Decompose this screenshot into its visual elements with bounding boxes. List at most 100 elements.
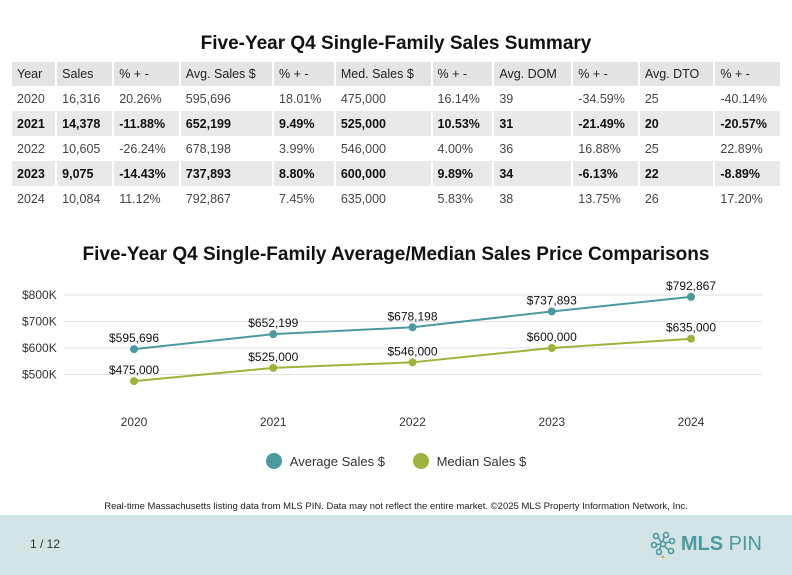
table-cell: 2022 <box>17 141 45 156</box>
table-cell: 39 <box>499 91 514 106</box>
table-header-row: Year Sales% + - Avg. Sales $% + - Med. Sale… <box>12 62 780 86</box>
mls-pin-logo[interactable]: MLS PIN <box>649 530 762 558</box>
data-label: $525,000 <box>248 350 298 364</box>
table-cell: 635,000 <box>340 191 387 206</box>
legend-item-average: Average Sales $ <box>265 453 385 469</box>
data-point <box>687 334 695 343</box>
column-header: Med. Sales $ <box>335 62 431 86</box>
column-header: Avg. Sales $ <box>180 62 273 86</box>
table-cell: 34 <box>494 161 572 186</box>
data-point <box>547 344 556 352</box>
table-cell: 18.01% <box>279 91 322 106</box>
table-cell: 546,000 <box>340 141 387 156</box>
table-row: 2020 16,316 20.26% 595,696 18.01% 475,000 16.1… <box>12 86 780 111</box>
data-label: $678,198 <box>387 309 437 323</box>
footer-bar: 1 / 12 MLS PIN <box>0 515 792 575</box>
summary-table-title: Five-Year Q4 Single-Family Sales Summary <box>200 33 592 54</box>
y-tick-label: $600K <box>22 341 57 355</box>
table-row: 2024 10,084 11.12% 792,867 7.45% 635,000 5.83%… <box>12 186 780 211</box>
y-tick-label: $500K <box>22 368 57 382</box>
table-cell: 16.14% <box>437 91 480 106</box>
table-cell: 10,084 <box>62 191 101 206</box>
x-tick-label: 2022 <box>399 415 426 429</box>
price-comparison-chart: $500K $600K $700K $800K 2020 2021 2022 2023 2024… <box>22 279 762 429</box>
table-cell: 2024 <box>17 191 45 206</box>
table-cell: 652,199 <box>180 111 273 136</box>
table-cell: 38 <box>499 191 514 206</box>
table-cell: 3.99% <box>279 141 315 156</box>
table-cell: 13.75% <box>578 191 621 206</box>
table-cell: 7.45% <box>279 191 315 206</box>
data-label: $792,867 <box>666 279 716 293</box>
table-cell: 737,893 <box>180 161 273 186</box>
legend-item-median: Median Sales $ <box>412 453 526 469</box>
data-label: $652,199 <box>248 316 298 330</box>
column-header: % + - <box>715 62 780 86</box>
table-cell: -34.59% <box>578 91 625 106</box>
table-cell: 4.00% <box>437 141 473 156</box>
column-header: % + - <box>114 62 179 86</box>
data-label: $475,000 <box>109 363 159 377</box>
table-cell: 26 <box>644 191 659 206</box>
table-row: 2021 14,378 -11.88% 652,199 9.49% 525,000 10.5… <box>12 111 780 136</box>
table-cell: 600,000 <box>335 161 431 186</box>
table-cell: 8.80% <box>274 161 334 186</box>
table-cell: 22.89% <box>720 141 763 156</box>
table-cell: 9.89% <box>432 161 493 186</box>
table-cell: 20 <box>639 111 714 136</box>
table-cell: 25 <box>644 141 659 156</box>
table-cell: 5.83% <box>437 191 473 206</box>
y-tick-label: $700K <box>22 315 57 329</box>
column-header: Year <box>12 62 56 86</box>
table-cell: -20.57% <box>715 111 780 136</box>
table-cell: 2021 <box>12 111 56 136</box>
table-cell: 17.20% <box>720 191 763 206</box>
data-label: $546,000 <box>387 344 437 358</box>
chart-legend: Average Sales $ Median Sales $ <box>0 453 792 472</box>
table-cell: 2023 <box>12 161 56 186</box>
column-header: Avg. DOM <box>494 62 572 86</box>
column-header: Sales <box>57 62 113 86</box>
column-header: % + - <box>432 62 493 86</box>
footnote: Real-time Massachusetts listing data fro… <box>104 501 688 512</box>
table-body: 2020 16,316 20.26% 595,696 18.01% 475,000 16.1… <box>12 86 780 211</box>
table-cell: -8.89% <box>715 161 780 186</box>
data-label: $595,696 <box>109 331 159 345</box>
data-point <box>130 377 138 386</box>
table-cell: 10,605 <box>62 141 101 156</box>
chart-title: Five-Year Q4 Single-Family Average/Media… <box>82 244 710 265</box>
table-cell: 2020 <box>17 91 45 106</box>
table-cell: 525,000 <box>335 111 431 136</box>
x-tick-label: 2023 <box>538 415 565 429</box>
table-cell: 595,696 <box>185 91 231 106</box>
table-cell: 792,867 <box>185 191 231 206</box>
data-label: $737,893 <box>527 293 577 307</box>
page-number: 1 / 12 <box>30 537 61 551</box>
x-tick-label: 2024 <box>678 415 705 429</box>
table-cell: 16,316 <box>62 91 101 106</box>
table-cell: 25 <box>644 91 659 106</box>
table-cell: 11.12% <box>119 191 161 206</box>
x-tick-label: 2021 <box>260 415 287 429</box>
table-cell: 22 <box>639 161 714 186</box>
table-cell: 16.88% <box>578 141 621 156</box>
table-cell: 10.53% <box>432 111 493 136</box>
table-cell: 678,198 <box>185 141 231 156</box>
legend-swatch-median <box>412 453 429 469</box>
table-cell: 475,000 <box>340 91 387 106</box>
column-header: Avg. DTO <box>639 62 714 86</box>
table-cell: 14,378 <box>57 111 113 136</box>
legend-label-average: Average Sales $ <box>289 453 385 469</box>
table-cell: -6.13% <box>573 161 638 186</box>
table-row: 2023 9,075 -14.43% 737,893 8.80% 600,000 9.89%… <box>12 161 780 186</box>
data-point <box>269 330 278 339</box>
table-cell: 9.49% <box>274 111 334 136</box>
table-cell: 31 <box>494 111 572 136</box>
table-cell: -26.24% <box>119 141 166 156</box>
table-row: 2022 10,605 -26.24% 678,198 3.99% 546,000 4.00… <box>12 136 780 161</box>
table-cell: 36 <box>499 141 514 156</box>
legend-swatch-average <box>265 453 282 469</box>
y-tick-label: $800K <box>22 288 57 302</box>
column-header: % + - <box>274 62 334 86</box>
mls-pin-network-icon <box>650 531 676 558</box>
